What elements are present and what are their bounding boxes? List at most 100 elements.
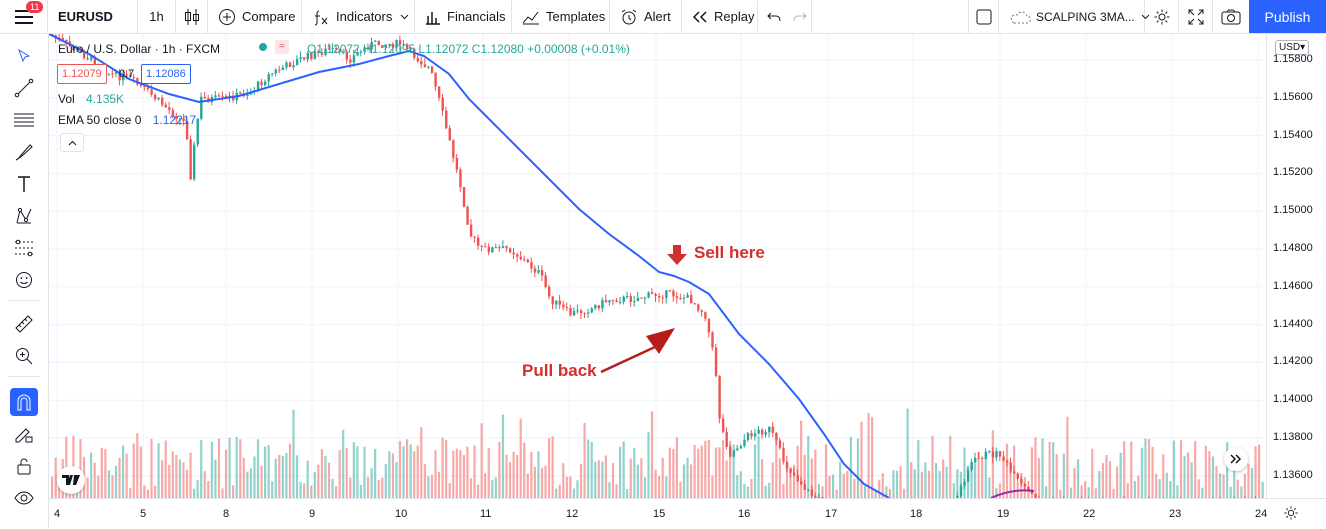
spread-text: 0.7 xyxy=(119,68,134,80)
undo-icon[interactable] xyxy=(766,11,782,23)
time-label: 17 xyxy=(825,508,837,520)
compare-button[interactable]: Compare xyxy=(208,0,302,33)
volume-bar xyxy=(1134,481,1136,498)
prediction-tool[interactable] xyxy=(10,234,38,262)
ruler-tool[interactable] xyxy=(10,310,38,338)
financials-button[interactable]: Financials xyxy=(415,0,512,33)
fib-tool[interactable] xyxy=(10,106,38,134)
candle-body xyxy=(417,58,419,61)
candle-body xyxy=(445,111,447,129)
candle-body xyxy=(449,128,451,140)
trendline-tool[interactable] xyxy=(10,74,38,102)
candle-body xyxy=(573,311,575,315)
volume-bar xyxy=(630,459,632,498)
volume-bar xyxy=(559,485,561,498)
lock-all-tool[interactable] xyxy=(10,452,38,480)
candle-body xyxy=(1024,483,1026,486)
screenshot-button[interactable] xyxy=(1213,0,1249,33)
cursor-tool[interactable] xyxy=(10,42,38,70)
time-label: 4 xyxy=(54,508,60,520)
scroll-to-realtime-button[interactable] xyxy=(1224,447,1248,471)
redo-icon[interactable] xyxy=(792,11,808,23)
volume-bar xyxy=(871,417,873,498)
candle-body xyxy=(640,298,642,299)
text-tool[interactable] xyxy=(10,170,38,198)
volume-bar xyxy=(1191,462,1193,498)
volume-bar xyxy=(296,455,298,498)
zoom-tool[interactable] xyxy=(10,342,38,370)
menu-button[interactable]: 11 xyxy=(0,0,48,33)
settings-button[interactable] xyxy=(1145,0,1179,33)
magnet-tool[interactable] xyxy=(10,388,38,416)
candle-body xyxy=(513,252,515,254)
time-label: 23 xyxy=(1169,508,1181,520)
bid-price-box[interactable]: 1.12079 xyxy=(57,64,107,84)
candle-body xyxy=(779,441,781,448)
volume-bar xyxy=(832,475,834,498)
candle-body xyxy=(473,237,475,238)
volume-bar xyxy=(683,464,685,498)
lock-drawing-tool[interactable] xyxy=(10,420,38,448)
brush-tool[interactable] xyxy=(10,138,38,166)
interval-button[interactable]: 1h xyxy=(138,0,176,33)
pattern-tool[interactable] xyxy=(10,202,38,230)
publish-button[interactable]: Publish xyxy=(1249,0,1326,33)
volume-bar xyxy=(1081,485,1083,498)
collapse-legend-button[interactable] xyxy=(60,133,84,152)
volume-bar xyxy=(356,446,358,498)
ema-value: 1.12217 xyxy=(153,113,196,127)
volume-bar xyxy=(1120,453,1122,498)
volume-bar xyxy=(1162,454,1164,498)
candle-body xyxy=(498,247,500,248)
tradingview-logo[interactable] xyxy=(57,466,85,494)
indicators-button[interactable]: Indicators xyxy=(302,0,415,33)
chart-pane[interactable]: Sell here Pull back Euro / U.S. Dollar ·… xyxy=(49,34,1266,498)
chart-type-button[interactable] xyxy=(176,0,208,33)
fullscreen-button[interactable] xyxy=(1179,0,1213,33)
volume-bar xyxy=(399,441,401,498)
volume-bar xyxy=(619,447,621,498)
volume-bar xyxy=(1070,488,1072,498)
volume-bar xyxy=(658,476,660,498)
templates-button[interactable]: Templates xyxy=(512,0,610,33)
volume-bar xyxy=(470,478,472,498)
candle-body xyxy=(598,305,600,308)
layout-button[interactable]: SCALPING 3MA... xyxy=(998,0,1145,33)
volume-bar xyxy=(172,451,174,498)
ask-price-box[interactable]: 1.12086 xyxy=(141,64,191,84)
volume-bar xyxy=(179,459,181,498)
replay-button[interactable]: Replay xyxy=(682,0,758,33)
candle-body xyxy=(530,262,532,268)
time-label: 11 xyxy=(480,508,491,520)
volume-bar xyxy=(211,442,213,498)
toolbar-divider xyxy=(8,300,40,301)
candle-body xyxy=(150,89,152,95)
hide-drawings-tool[interactable] xyxy=(10,484,38,512)
price-label: 1.14800 xyxy=(1273,242,1313,254)
volume-bar xyxy=(285,453,287,498)
volume-bar xyxy=(1244,474,1246,498)
volume-bar xyxy=(1166,473,1168,498)
price-label: 1.15600 xyxy=(1273,91,1313,103)
pullback-label: Pull back xyxy=(522,361,597,380)
candle-body xyxy=(1010,462,1012,471)
chart-settings-button[interactable] xyxy=(1283,505,1299,526)
volume-bar xyxy=(459,450,461,498)
candle-body xyxy=(353,55,355,62)
candle-body xyxy=(218,95,220,96)
volume-bar xyxy=(1183,456,1185,498)
fullscreen-selection-button[interactable] xyxy=(968,0,998,33)
candle-body xyxy=(967,470,969,482)
square-icon xyxy=(976,9,992,25)
emoji-tool[interactable] xyxy=(10,266,38,294)
alert-button[interactable]: Alert xyxy=(610,0,682,33)
candle-body xyxy=(786,462,788,469)
volume-bar xyxy=(534,467,536,498)
candle-body xyxy=(434,73,436,87)
candle-body xyxy=(442,98,444,111)
volume-bar xyxy=(182,462,184,498)
symbol-search[interactable]: EURUSD xyxy=(48,0,138,33)
volume-bar xyxy=(452,451,454,498)
